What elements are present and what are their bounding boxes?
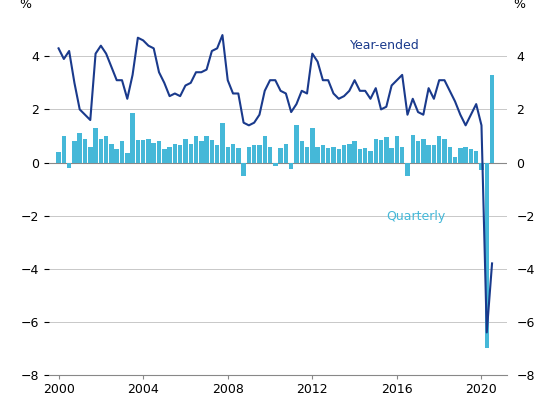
Bar — [384, 137, 389, 162]
Bar — [363, 148, 367, 162]
Bar — [342, 145, 346, 162]
Bar — [83, 138, 87, 162]
Bar — [226, 147, 230, 162]
Bar — [88, 147, 93, 162]
Bar — [104, 136, 108, 162]
Bar — [199, 141, 203, 162]
Bar — [373, 138, 378, 162]
Bar — [316, 147, 320, 162]
Bar — [490, 75, 494, 162]
Bar — [236, 148, 240, 162]
Bar — [416, 141, 420, 162]
Bar — [130, 113, 135, 162]
Text: %: % — [514, 0, 526, 11]
Bar — [305, 147, 309, 162]
Bar — [458, 148, 463, 162]
Bar — [93, 128, 98, 162]
Bar — [320, 145, 325, 162]
Bar — [326, 148, 330, 162]
Bar — [347, 144, 352, 162]
Bar — [336, 149, 341, 162]
Bar — [241, 162, 246, 176]
Bar — [432, 145, 436, 162]
Bar — [283, 144, 288, 162]
Bar — [247, 147, 251, 162]
Bar — [447, 147, 452, 162]
Bar — [453, 157, 457, 162]
Bar — [289, 162, 293, 169]
Bar — [421, 138, 426, 162]
Bar — [410, 135, 415, 162]
Bar — [437, 136, 441, 162]
Bar — [310, 128, 314, 162]
Bar — [99, 138, 103, 162]
Bar — [152, 143, 156, 162]
Bar — [220, 123, 225, 162]
Bar — [157, 141, 161, 162]
Bar — [62, 136, 66, 162]
Bar — [194, 136, 198, 162]
Bar — [136, 140, 140, 162]
Bar — [353, 141, 357, 162]
Text: Year-ended: Year-ended — [350, 39, 420, 52]
Bar — [120, 141, 124, 162]
Bar — [56, 152, 61, 162]
Bar — [368, 150, 373, 162]
Bar — [77, 133, 82, 162]
Bar — [273, 162, 277, 166]
Text: Quarterly: Quarterly — [386, 210, 446, 223]
Bar — [173, 144, 177, 162]
Bar — [72, 141, 77, 162]
Bar — [485, 162, 489, 349]
Bar — [395, 136, 399, 162]
Bar — [389, 148, 394, 162]
Bar — [331, 147, 336, 162]
Bar — [141, 140, 146, 162]
Bar — [252, 145, 256, 162]
Bar — [183, 138, 187, 162]
Bar — [474, 150, 479, 162]
Bar — [426, 145, 431, 162]
Bar — [263, 136, 267, 162]
Bar — [231, 144, 235, 162]
Bar — [114, 149, 119, 162]
Bar — [300, 141, 304, 162]
Bar — [162, 149, 167, 162]
Bar — [463, 147, 468, 162]
Bar — [400, 147, 404, 162]
Bar — [442, 138, 447, 162]
Text: %: % — [19, 0, 31, 11]
Bar — [189, 144, 193, 162]
Bar — [257, 145, 262, 162]
Bar — [268, 147, 272, 162]
Bar — [167, 147, 172, 162]
Bar — [125, 153, 130, 162]
Bar — [479, 162, 484, 171]
Bar — [379, 140, 383, 162]
Bar — [405, 162, 410, 176]
Bar — [469, 149, 473, 162]
Bar — [146, 138, 150, 162]
Bar — [178, 145, 183, 162]
Bar — [294, 125, 299, 162]
Bar — [358, 149, 362, 162]
Bar — [67, 162, 71, 168]
Bar — [210, 140, 214, 162]
Bar — [204, 136, 209, 162]
Bar — [215, 145, 220, 162]
Bar — [109, 144, 114, 162]
Bar — [278, 148, 283, 162]
